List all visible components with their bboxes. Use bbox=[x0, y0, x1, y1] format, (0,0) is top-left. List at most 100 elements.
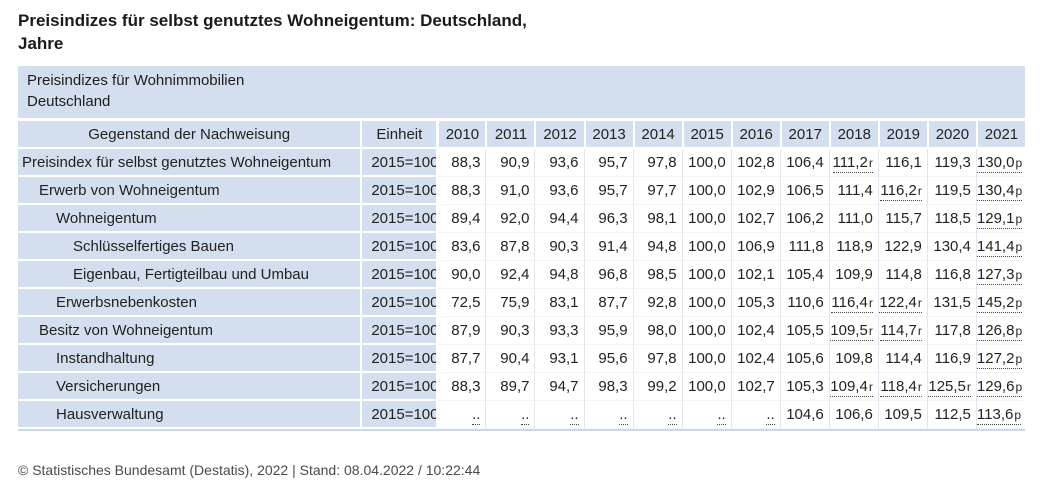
value-cell: 130,4p bbox=[975, 177, 1025, 205]
table-row: Schlüsselfertiges Bauen 2015=100 83,6 87,8 9… bbox=[18, 233, 1025, 261]
value-cell: 100,0 bbox=[681, 177, 731, 205]
value-cell: 93,6 bbox=[534, 149, 584, 177]
row-unit: 2015=100 bbox=[360, 149, 437, 177]
value-cell: 94,8 bbox=[534, 261, 584, 289]
value-cell: 87,8 bbox=[485, 233, 535, 261]
value-cell: 122,9 bbox=[877, 233, 927, 261]
value-cell: 117,8 bbox=[926, 317, 976, 345]
flagged-value: 130,4p bbox=[976, 182, 1023, 201]
value-cell: 130,4 bbox=[926, 233, 976, 261]
value-cell: 90,0 bbox=[436, 261, 486, 289]
price-index-table: Gegenstand der Nachweisung Einheit 2010 201… bbox=[18, 121, 1025, 431]
value-cell: 102,7 bbox=[730, 373, 780, 401]
row-unit: 2015=100 bbox=[360, 261, 437, 289]
value-cell: 129,1p bbox=[975, 205, 1025, 233]
value-flag-p: p bbox=[1015, 212, 1023, 226]
value-cell: 95,7 bbox=[583, 149, 633, 177]
value-cell: 100,0 bbox=[681, 261, 731, 289]
value-cell: 92,8 bbox=[632, 289, 682, 317]
column-header-year: 2021 bbox=[975, 121, 1025, 149]
value-flag-p: p bbox=[1015, 240, 1023, 254]
value-flag-p: p bbox=[1015, 352, 1023, 366]
value-cell: 97,7 bbox=[632, 177, 682, 205]
value-flag-r: r bbox=[917, 184, 922, 198]
value-cell: 105,3 bbox=[779, 373, 829, 401]
row-label: Schlüsselfertiges Bauen bbox=[18, 233, 361, 261]
value-cell: 95,7 bbox=[583, 177, 633, 205]
value-flag-p: p bbox=[1014, 408, 1022, 422]
column-header-year: 2018 bbox=[828, 121, 878, 149]
table-row: Instandhaltung 2015=100 87,7 90,4 93,1 95,6 97… bbox=[18, 345, 1025, 373]
value-cell: 102,4 bbox=[730, 317, 780, 345]
value-cell: 94,7 bbox=[534, 373, 584, 401]
row-label: Hausverwaltung bbox=[18, 401, 361, 429]
row-unit: 2015=100 bbox=[360, 205, 437, 233]
value-cell: 91,4 bbox=[583, 233, 633, 261]
row-unit: 2015=100 bbox=[360, 177, 437, 205]
column-header-year: 2012 bbox=[534, 121, 584, 149]
value-cell: 126,8p bbox=[975, 317, 1025, 345]
value-cell: 87,7 bbox=[436, 345, 486, 373]
value-cell: 106,2 bbox=[779, 205, 829, 233]
value-cell: 102,8 bbox=[730, 149, 780, 177]
value-cell: 97,8 bbox=[632, 149, 682, 177]
value-cell: 75,9 bbox=[485, 289, 535, 317]
value-cell: 94,4 bbox=[534, 205, 584, 233]
value-cell: 100,0 bbox=[681, 205, 731, 233]
value-cell: 89,7 bbox=[485, 373, 535, 401]
row-label: Besitz von Wohneigentum bbox=[18, 317, 361, 345]
value-flag-r: r bbox=[917, 296, 922, 310]
value-cell: 131,5 bbox=[926, 289, 976, 317]
row-label: Versicherungen bbox=[18, 373, 361, 401]
row-label: Instandhaltung bbox=[18, 345, 361, 373]
value-cell: 92,4 bbox=[485, 261, 535, 289]
value-not-available: .. bbox=[619, 406, 628, 425]
value-cell: 89,4 bbox=[436, 205, 486, 233]
value-cell: 106,4 bbox=[779, 149, 829, 177]
value-cell: 88,3 bbox=[436, 177, 486, 205]
flagged-value: 145,2p bbox=[976, 294, 1023, 313]
column-header-year: 2016 bbox=[730, 121, 780, 149]
flagged-value: 129,6p bbox=[976, 378, 1023, 397]
row-unit: 2015=100 bbox=[360, 373, 437, 401]
value-cell: 119,3 bbox=[926, 149, 976, 177]
value-cell: 98,5 bbox=[632, 261, 682, 289]
value-cell: 109,8 bbox=[828, 345, 878, 373]
row-unit: 2015=100 bbox=[360, 401, 437, 429]
value-cell: 105,3 bbox=[730, 289, 780, 317]
column-header-year: 2010 bbox=[436, 121, 486, 149]
row-label: Erwerb von Wohneigentum bbox=[18, 177, 361, 205]
copyright-footer: © Statistisches Bundesamt (Destatis), 20… bbox=[18, 462, 481, 478]
value-not-available: .. bbox=[668, 406, 677, 425]
value-cell: 118,9 bbox=[828, 233, 878, 261]
flagged-value: 116,4r bbox=[831, 294, 873, 313]
page-title-line-2: Jahre bbox=[18, 34, 64, 53]
flagged-value: 109,4r bbox=[830, 378, 873, 397]
value-cell: 102,4 bbox=[730, 345, 780, 373]
flagged-value: 113,6p bbox=[976, 406, 1022, 425]
flagged-value: 127,3p bbox=[976, 266, 1023, 285]
value-flag-r: r bbox=[868, 380, 873, 394]
flagged-value: 109,5r bbox=[830, 322, 873, 341]
flagged-value: 141,4p bbox=[976, 238, 1023, 257]
value-flag-r: r bbox=[966, 380, 971, 394]
page-title: Preisindizes für selbst genutztes Wohnei… bbox=[18, 9, 1037, 55]
flagged-value: 130,0p bbox=[976, 154, 1023, 173]
value-cell: 106,5 bbox=[779, 177, 829, 205]
value-not-available: .. bbox=[766, 406, 775, 425]
row-label: Erwerbsnebenkosten bbox=[18, 289, 361, 317]
value-cell: 98,1 bbox=[632, 205, 682, 233]
value-cell: 100,0 bbox=[681, 289, 731, 317]
row-unit: 2015=100 bbox=[360, 317, 437, 345]
value-cell: 114,4 bbox=[877, 345, 927, 373]
value-cell: 100,0 bbox=[681, 149, 731, 177]
column-header-unit: Einheit bbox=[360, 121, 437, 149]
value-cell: 111,2r bbox=[828, 149, 878, 177]
value-cell: 105,4 bbox=[779, 261, 829, 289]
value-cell: 88,3 bbox=[436, 149, 486, 177]
value-flag-p: p bbox=[1015, 380, 1023, 394]
caption-line-2: Deutschland bbox=[27, 93, 111, 110]
flagged-value: 118,4r bbox=[880, 378, 922, 397]
value-cell: .. bbox=[534, 401, 584, 429]
value-cell: 93,1 bbox=[534, 345, 584, 373]
